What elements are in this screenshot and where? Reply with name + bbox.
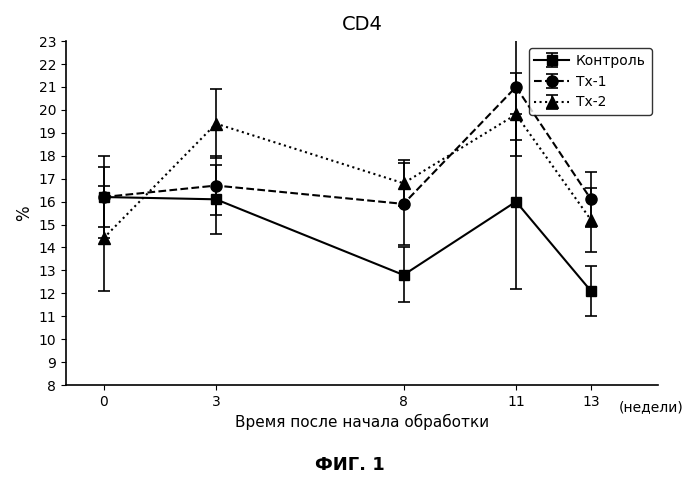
Y-axis label: %: % [15,205,33,221]
X-axis label: Время после начала обработки: Время после начала обработки [235,414,489,431]
Text: (недели): (недели) [619,400,684,414]
Legend: Контроль, Тх-1, Тх-2: Контроль, Тх-1, Тх-2 [529,48,651,115]
Text: ФИГ. 1: ФИГ. 1 [315,456,384,474]
Title: CD4: CD4 [342,15,382,34]
